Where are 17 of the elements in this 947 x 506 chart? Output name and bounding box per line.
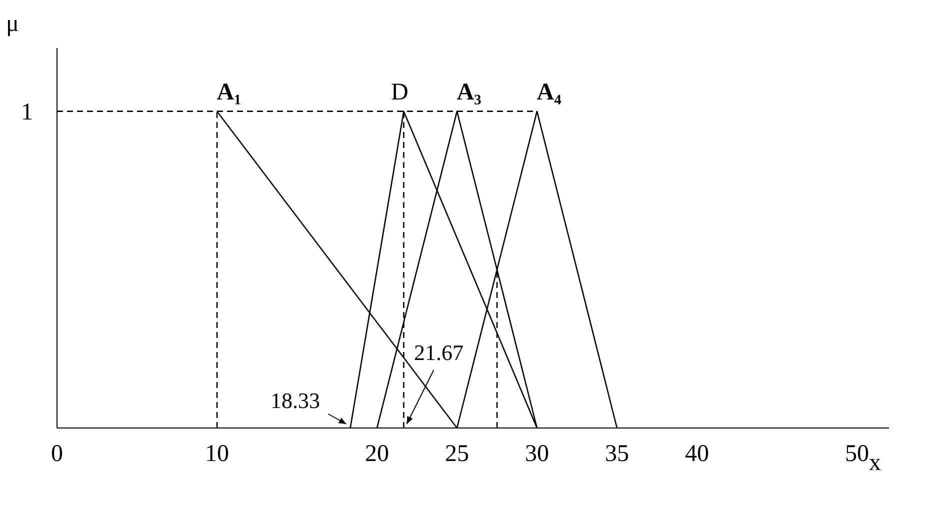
x-tick-label: 0 (51, 441, 63, 468)
x-tick-label: 25 (445, 441, 469, 468)
x-axis-title: x (869, 450, 881, 476)
annotation: 21.67 (414, 340, 464, 365)
series-label: A₃ (456, 79, 482, 106)
series-label: A₄ (536, 79, 562, 106)
x-tick-label: 35 (605, 441, 629, 468)
x-tick-label: 10 (205, 441, 229, 468)
series-label: D (391, 79, 408, 106)
y-axis-title: μ (6, 11, 19, 38)
x-tick-label: 40 (685, 441, 709, 468)
annotation: 18.33 (270, 388, 320, 413)
text: 1 (21, 99, 33, 126)
x-tick-label: 20 (365, 441, 389, 468)
x-tick-label: 30 (525, 441, 549, 468)
series-label: A₁ (216, 79, 242, 106)
x-tick-label: 50 (845, 441, 869, 468)
